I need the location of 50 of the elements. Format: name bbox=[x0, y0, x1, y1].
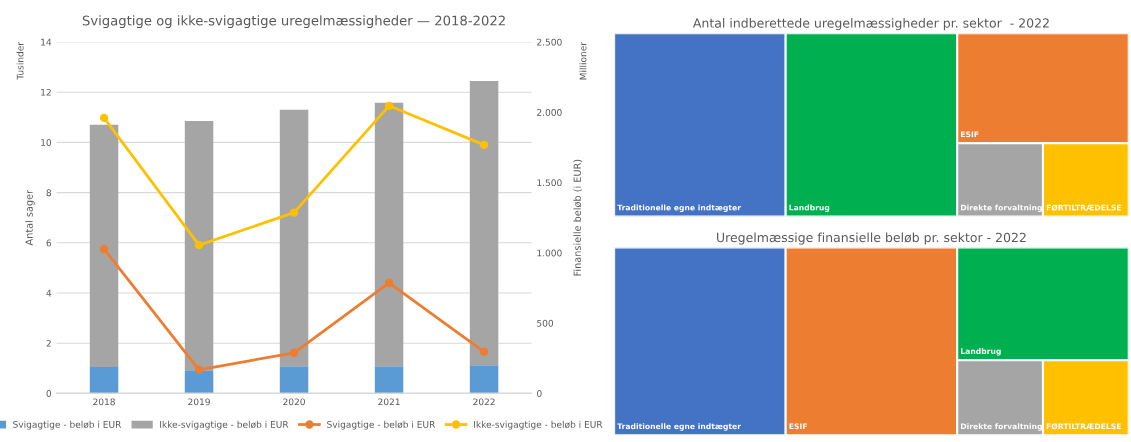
x-tick-label: 2021 bbox=[378, 398, 400, 406]
text: Uregelmæssige finansielle beløb pr. sektor - 2022 bbox=[717, 232, 1026, 245]
point bbox=[479, 140, 489, 150]
text: Millioner bbox=[579, 41, 587, 80]
y-tick-label: 6 bbox=[46, 239, 52, 247]
chart-title: Svigagtige og ikke-svigagtige uregelmæssigheder — 2018-2022 bbox=[82, 15, 505, 29]
y2-tick-label: 2.000 bbox=[537, 109, 562, 116]
y-tick-label: 4 bbox=[46, 289, 52, 297]
y2-tick-label: 1.000 bbox=[537, 249, 562, 257]
y2-axis-title: Finansielle beløb (i EUR) bbox=[573, 159, 583, 276]
point bbox=[99, 244, 109, 254]
y-tick-label: 12 bbox=[41, 88, 51, 96]
y2-tick-label: 0 bbox=[537, 390, 542, 397]
legend-label: Svigagtige - beløb i EUR bbox=[13, 420, 122, 430]
text: Antal indberettede uregelmæssigheder pr. sektor - 2022 bbox=[692, 18, 1049, 31]
bar bbox=[374, 102, 404, 367]
point bbox=[99, 113, 109, 123]
bar bbox=[184, 121, 214, 371]
bar bbox=[184, 370, 214, 394]
x-tick-label: 2019 bbox=[188, 398, 210, 406]
legend-label: Ikke-svigagtige - beløb i EUR bbox=[160, 420, 289, 430]
y-tick-label: 14 bbox=[41, 38, 52, 46]
text: Tusinder bbox=[16, 41, 24, 80]
x-tick-label: 2020 bbox=[283, 398, 305, 406]
bar bbox=[374, 366, 404, 394]
bar bbox=[469, 80, 499, 366]
bar bbox=[89, 367, 119, 394]
y-tick-label: 10 bbox=[41, 139, 52, 146]
point bbox=[384, 278, 394, 287]
y-tick-label: 2 bbox=[46, 339, 51, 347]
point bbox=[384, 101, 394, 110]
point bbox=[194, 365, 204, 374]
bar bbox=[279, 366, 309, 394]
x-tick-label: 2018 bbox=[93, 398, 115, 406]
legend-label: Svigagtige - beløb i EUR bbox=[327, 420, 436, 430]
y-axis-title: Antal sager bbox=[25, 189, 35, 246]
bar bbox=[279, 109, 309, 367]
legend-label: Ikke-svigagtige - beløb i EUR bbox=[474, 420, 603, 430]
point bbox=[289, 348, 299, 357]
y-tick-label: 8 bbox=[46, 189, 52, 197]
y2-tick-label: 2.500 bbox=[537, 38, 562, 46]
y2-tick-label: 500 bbox=[537, 319, 554, 327]
bar bbox=[89, 124, 119, 368]
x-tick-label: 2022 bbox=[473, 398, 495, 406]
point bbox=[194, 240, 204, 250]
bar bbox=[469, 365, 499, 394]
point bbox=[289, 208, 299, 217]
y2-tick-label: 1.500 bbox=[537, 179, 562, 187]
y-tick-label: 0 bbox=[46, 390, 52, 397]
point bbox=[479, 347, 489, 357]
